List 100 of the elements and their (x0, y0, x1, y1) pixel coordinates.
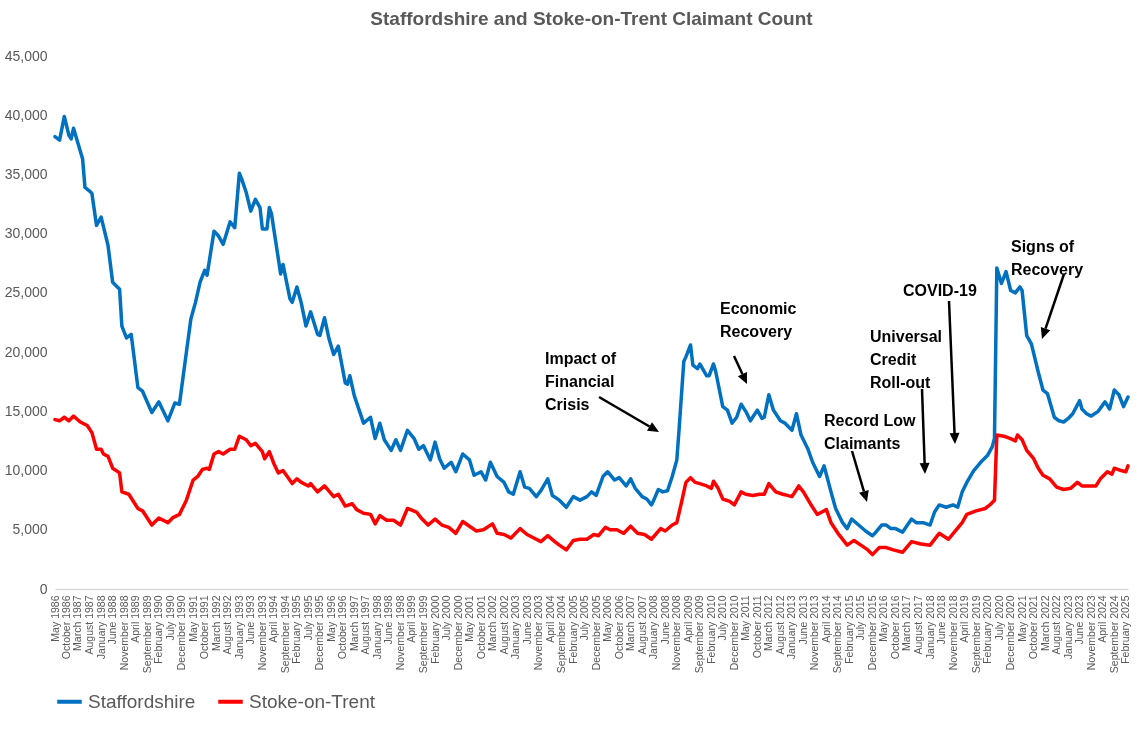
x-tick-label: July 2020 (992, 595, 1005, 641)
x-tick-label: June 1998 (382, 595, 395, 645)
y-tick-label: 40,000 (4, 106, 48, 123)
x-tick-label: December 2000 (451, 595, 464, 671)
x-tick-label: November 1993 (255, 595, 268, 671)
x-tick-label: August 2012 (773, 595, 786, 655)
x-tick-label: February 2020 (981, 595, 994, 664)
y-tick-label: 15,000 (4, 402, 48, 419)
x-tick-label: October 2016 (889, 595, 902, 660)
legend-label: Staffordshire (88, 690, 196, 712)
x-tick-label: March 2022 (1038, 595, 1051, 651)
x-tick-label: November 1998 (393, 595, 406, 671)
annotation: COVID-19 (903, 282, 977, 299)
x-tick-label: October 2011 (750, 595, 763, 659)
x-tick-label: July 1995 (301, 595, 314, 641)
x-tick-label: October 1991 (198, 595, 211, 660)
x-tick-label: August 1992 (221, 595, 234, 655)
x-tick-label: August 1997 (359, 595, 372, 655)
x-tick-label: August 1987 (83, 595, 96, 655)
x-tick-label: June 2003 (520, 595, 533, 645)
annotation: Record Low Claimants (824, 412, 917, 452)
x-tick-label: October 1986 (60, 595, 73, 660)
x-tick-label: May 2021 (1015, 595, 1028, 642)
x-tick-label: October 2006 (612, 595, 625, 660)
x-tick-label: November 2003 (532, 595, 545, 671)
x-tick-label: February 2005 (566, 595, 579, 664)
x-tick-label: May 1996 (324, 595, 337, 642)
x-tick-label: September 2009 (693, 595, 706, 674)
x-tick-label: January 2018 (923, 595, 936, 660)
x-tick-label: November 2018 (946, 595, 959, 671)
x-tick-label: May 2011 (739, 595, 752, 641)
chart-title: Staffordshire and Stoke-on-Trent Claimant Count (370, 8, 814, 29)
x-tick-label: October 1996 (336, 595, 349, 660)
x-tick-label: May 2006 (601, 595, 614, 642)
x-tick-label: September 1994 (278, 595, 291, 674)
x-tick-label: March 1997 (347, 595, 360, 651)
x-tick-label: January 1998 (370, 595, 383, 660)
x-tick-label: June 1993 (244, 595, 257, 645)
x-tick-label: March 1987 (71, 595, 84, 651)
x-tick-label: November 2013 (808, 595, 821, 671)
x-tick-label: October 2001 (474, 595, 487, 660)
x-tick-label: April 1999 (405, 595, 418, 643)
x-tick-label: December 2015 (865, 595, 878, 671)
x-tick-label: July 2005 (578, 595, 591, 641)
y-tick-label: 45,000 (4, 47, 48, 64)
x-tick-label: December 2005 (589, 595, 602, 671)
x-tick-label: May 1991 (186, 595, 199, 642)
y-tick-label: 20,000 (4, 343, 48, 360)
x-tick-label: April 2019 (958, 595, 971, 643)
x-tick-label: August 2002 (497, 595, 510, 655)
x-tick-label: February 2010 (704, 595, 717, 664)
x-tick-label: June 2018 (935, 595, 948, 645)
y-tick-label: 10,000 (4, 462, 48, 479)
x-tick-label: January 1993 (232, 595, 245, 660)
x-tick-label: May 2016 (877, 595, 890, 642)
x-tick-label: September 2024 (1107, 595, 1120, 674)
x-tick-label: July 2015 (854, 595, 867, 641)
x-tick-label: July 2010 (716, 595, 729, 641)
y-tick-label: 0 (39, 580, 48, 597)
x-tick-label: April 2004 (543, 595, 556, 643)
x-tick-label: February 1995 (290, 595, 303, 664)
x-tick-label: August 2022 (1050, 595, 1063, 655)
x-tick-label: July 1990 (163, 595, 176, 641)
x-tick-label: November 1988 (117, 595, 130, 671)
y-tick-label: 5,000 (12, 521, 48, 538)
x-tick-label: December 1995 (313, 595, 326, 671)
x-tick-label: April 2009 (681, 595, 694, 643)
x-tick-label: April 1994 (267, 595, 280, 643)
annotation: Signs of Recovery (1011, 238, 1084, 278)
legend-label: Stoke-on-Trent (249, 690, 376, 712)
annotation: Impact of Financial Crisis (545, 350, 617, 413)
x-tick-label: March 2012 (762, 595, 775, 651)
x-tick-label: August 2017 (912, 595, 925, 655)
y-tick-label: 25,000 (4, 284, 48, 301)
x-tick-label: May 1986 (48, 595, 61, 642)
x-tick-label: March 2002 (485, 595, 498, 651)
x-tick-label: September 2019 (969, 595, 982, 674)
x-tick-label: June 2023 (1073, 595, 1086, 645)
x-tick-label: January 2003 (509, 595, 522, 660)
x-tick-label: September 1999 (416, 595, 429, 674)
x-tick-label: June 2013 (796, 595, 809, 645)
x-tick-label: December 2020 (1004, 595, 1017, 671)
x-tick-label: June 1988 (106, 595, 119, 645)
y-tick-label: 30,000 (4, 225, 48, 242)
x-tick-label: April 2024 (1096, 595, 1109, 643)
x-tick-label: September 2004 (555, 595, 568, 674)
x-tick-label: November 2023 (1084, 595, 1097, 671)
x-tick-label: September 2014 (831, 595, 844, 674)
y-tick-label: 35,000 (4, 165, 48, 182)
x-tick-label: October 2021 (1027, 595, 1040, 660)
x-tick-label: September 1989 (140, 595, 153, 674)
x-tick-label: April 1989 (129, 595, 142, 643)
line-series (53, 414, 1130, 557)
x-tick-label: December 1990 (175, 595, 188, 671)
x-tick-label: January 2013 (785, 595, 798, 660)
annotation: Universal Credit Roll-out (870, 328, 943, 391)
x-tick-label: April 2014 (819, 595, 832, 643)
x-tick-label: March 2007 (624, 595, 637, 651)
x-tick-label: August 2007 (635, 595, 648, 655)
x-tick-label: February 2025 (1119, 595, 1132, 664)
